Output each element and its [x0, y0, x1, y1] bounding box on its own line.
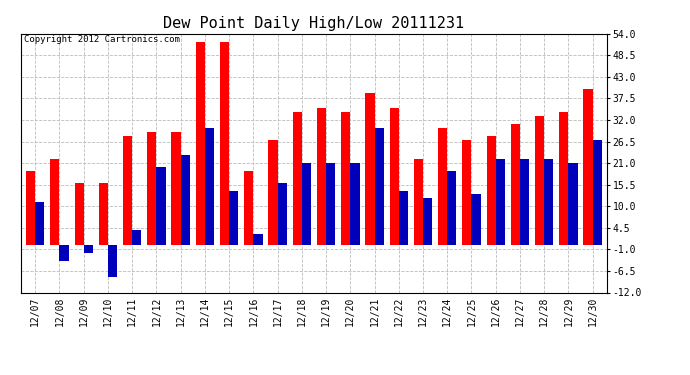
Bar — [495, 159, 505, 246]
Bar — [268, 140, 277, 246]
Bar — [471, 195, 481, 246]
Bar — [351, 163, 359, 246]
Bar — [390, 108, 399, 246]
Bar — [535, 116, 544, 246]
Bar — [147, 132, 157, 246]
Bar — [181, 155, 190, 246]
Bar — [559, 112, 569, 246]
Bar — [35, 202, 44, 246]
Bar — [75, 183, 83, 246]
Bar — [462, 140, 471, 246]
Bar — [438, 128, 447, 246]
Bar — [341, 112, 351, 246]
Bar — [157, 167, 166, 246]
Bar — [544, 159, 553, 246]
Bar — [205, 128, 214, 246]
Bar — [365, 93, 375, 246]
Bar — [229, 190, 238, 246]
Bar — [317, 108, 326, 246]
Bar — [326, 163, 335, 246]
Bar — [414, 159, 423, 246]
Bar — [132, 230, 141, 246]
Bar — [375, 128, 384, 246]
Bar — [244, 171, 253, 246]
Bar — [99, 183, 108, 246]
Bar — [196, 42, 205, 246]
Title: Dew Point Daily High/Low 20111231: Dew Point Daily High/Low 20111231 — [164, 16, 464, 31]
Bar — [50, 159, 59, 246]
Bar — [302, 163, 311, 246]
Bar — [569, 163, 578, 246]
Bar — [584, 88, 593, 246]
Bar — [123, 136, 132, 246]
Bar — [108, 246, 117, 277]
Bar — [171, 132, 181, 246]
Bar — [520, 159, 529, 246]
Text: Copyright 2012 Cartronics.com: Copyright 2012 Cartronics.com — [23, 35, 179, 44]
Bar — [83, 246, 93, 253]
Bar — [511, 124, 520, 246]
Bar — [399, 190, 408, 246]
Bar — [423, 198, 432, 246]
Bar — [26, 171, 35, 246]
Bar — [486, 136, 495, 246]
Bar — [59, 246, 69, 261]
Bar — [447, 171, 457, 246]
Bar — [593, 140, 602, 246]
Bar — [253, 234, 263, 246]
Bar — [220, 42, 229, 246]
Bar — [277, 183, 287, 246]
Bar — [293, 112, 302, 246]
